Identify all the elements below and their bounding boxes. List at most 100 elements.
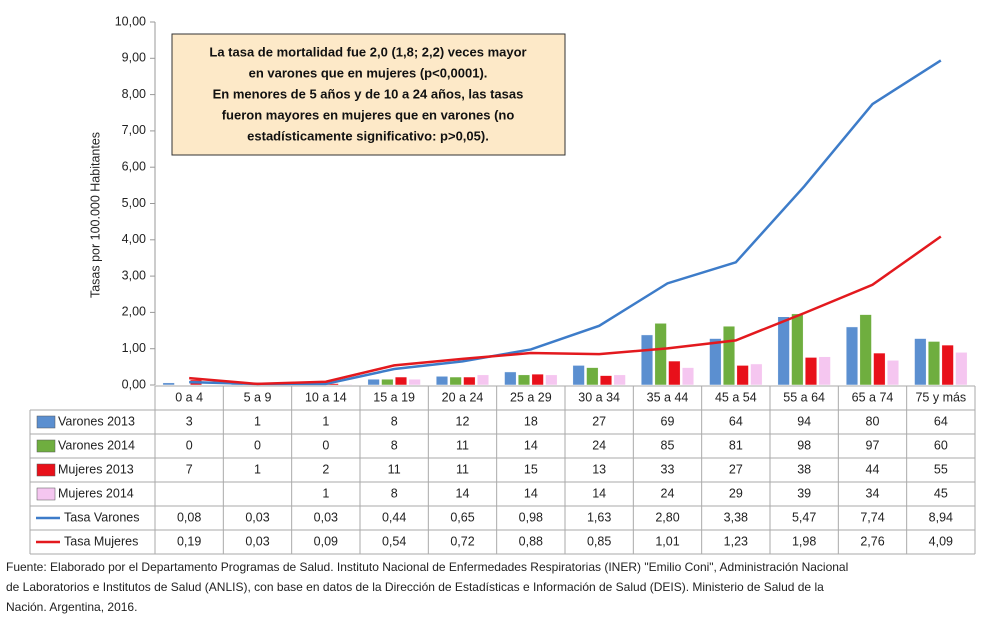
legend-swatch <box>36 439 56 453</box>
table-cell: 0,85 <box>587 534 611 548</box>
source-note: Fuente: Elaborado por el Departamento Pr… <box>6 560 848 574</box>
bar <box>681 367 695 386</box>
table-cell: 5,47 <box>792 510 816 524</box>
table-cell: 0 <box>322 438 329 452</box>
bar <box>599 375 613 386</box>
table-cell: 94 <box>797 414 811 428</box>
table-cell: 3,38 <box>724 510 748 524</box>
table-cell: 69 <box>661 414 675 428</box>
table-cell: 85 <box>661 438 675 452</box>
table-cell: 1,23 <box>724 534 748 548</box>
x-tick-label: 45 a 54 <box>715 390 757 404</box>
bar <box>340 384 353 386</box>
table-cell: 11 <box>456 438 469 452</box>
bar <box>408 378 421 386</box>
legend-label: Mujeres 2014 <box>58 486 134 500</box>
x-tick-label: 30 a 34 <box>578 390 620 404</box>
y-tick-label: 3,00 <box>122 268 146 282</box>
bar <box>435 376 449 386</box>
y-tick-label: 0,00 <box>122 377 146 391</box>
table-cell: 0,54 <box>382 534 406 548</box>
table-cell: 44 <box>866 462 880 476</box>
bar <box>613 374 626 386</box>
table-cell: 27 <box>729 462 743 476</box>
table-cell: 0,08 <box>177 510 201 524</box>
annotation: En menores de 5 años y de 10 a 24 años, … <box>213 86 524 101</box>
table-cell: 13 <box>592 462 606 476</box>
y-tick-label: 2,00 <box>122 305 146 319</box>
bar <box>449 376 462 386</box>
table-cell: 2,76 <box>860 534 884 548</box>
table-cell: 33 <box>661 462 675 476</box>
table-cell: 1,63 <box>587 510 611 524</box>
table-cell: 0,72 <box>450 534 474 548</box>
table-cell: 11 <box>456 462 469 476</box>
source-note: de Laboratorios e Institutos de Salud (A… <box>6 580 824 594</box>
bar <box>927 341 941 386</box>
y-tick-label: 10,00 <box>115 14 146 28</box>
table-cell: 1 <box>254 414 261 428</box>
legend-label: Mujeres 2013 <box>58 462 134 476</box>
x-tick-label: 0 a 4 <box>175 390 203 404</box>
table-cell: 98 <box>797 438 811 452</box>
table-cell: 4,09 <box>929 534 953 548</box>
annotation: en varones que en mujeres (p<0,0001). <box>249 65 488 80</box>
bar <box>394 376 408 386</box>
annotation: La tasa de mortalidad fue 2,0 (1,8; 2,2)… <box>209 44 526 59</box>
table-cell: 0,44 <box>382 510 406 524</box>
table-cell: 0,65 <box>450 510 474 524</box>
bar <box>886 360 900 386</box>
table-cell: 8,94 <box>929 510 953 524</box>
x-tick-label: 5 a 9 <box>244 390 272 404</box>
y-axis-label: Tasas por 100.000 Habitantes <box>88 132 102 298</box>
table-cell: 0,88 <box>519 534 543 548</box>
table-cell: 14 <box>592 486 606 500</box>
table-cell: 1 <box>254 462 261 476</box>
bar <box>586 367 599 386</box>
table-cell: 14 <box>456 486 470 500</box>
table-cell: 1 <box>322 486 329 500</box>
y-tick-label: 1,00 <box>122 341 146 355</box>
line <box>189 235 942 386</box>
table-cell: 1,98 <box>792 534 816 548</box>
bar <box>709 338 722 386</box>
table-cell: 80 <box>866 414 880 428</box>
table-cell: 34 <box>866 486 880 500</box>
x-tick-label: 75 y más <box>915 390 966 404</box>
table-cell: 8 <box>391 486 398 500</box>
y-tick-label: 6,00 <box>122 159 146 173</box>
legend-swatch <box>36 415 56 429</box>
bar <box>162 382 175 386</box>
bar <box>668 360 681 386</box>
x-tick-label: 25 a 29 <box>510 390 552 404</box>
legend-swatch <box>36 487 56 501</box>
table-cell: 24 <box>592 438 606 452</box>
legend-swatch <box>36 463 56 477</box>
table-cell: 24 <box>661 486 675 500</box>
y-tick-label: 8,00 <box>122 87 146 101</box>
bar <box>845 326 859 386</box>
line <box>189 59 942 386</box>
y-tick-label: 4,00 <box>122 232 146 246</box>
table-cell: 38 <box>797 462 811 476</box>
table-cell: 0,19 <box>177 534 201 548</box>
bar <box>640 334 654 386</box>
y-tick-label: 5,00 <box>122 196 146 210</box>
table-cell: 81 <box>729 438 743 452</box>
table-cell: 0,98 <box>519 510 543 524</box>
table-cell: 7 <box>186 462 193 476</box>
table-cell: 0,03 <box>245 534 269 548</box>
y-tick-label: 7,00 <box>122 123 146 137</box>
table-cell: 0,09 <box>314 534 338 548</box>
bar <box>914 338 927 386</box>
bar <box>517 374 531 386</box>
table-cell: 8 <box>391 414 398 428</box>
x-tick-label: 55 a 64 <box>783 390 825 404</box>
table-cell: 64 <box>934 414 948 428</box>
table-cell: 60 <box>934 438 948 452</box>
bar <box>791 313 804 386</box>
table-cell: 14 <box>524 438 538 452</box>
table-cell: 8 <box>391 438 398 452</box>
bar <box>476 374 490 386</box>
source-note: Nación. Argentina, 2016. <box>6 600 137 614</box>
